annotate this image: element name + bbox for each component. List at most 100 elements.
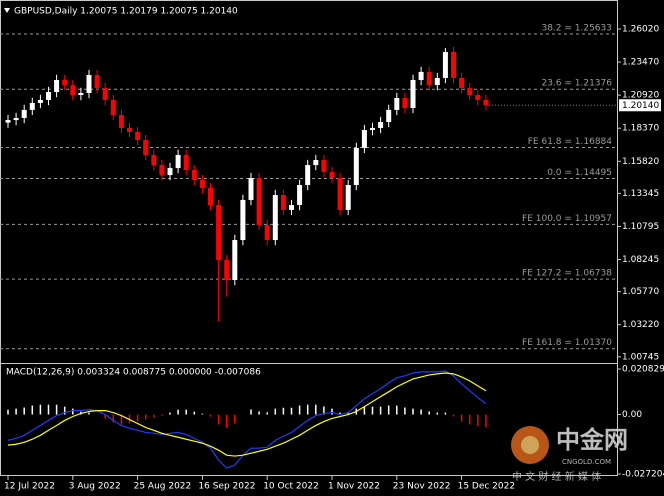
candle-body — [175, 154, 181, 169]
x-tick-label: 3 Aug 2022 — [69, 482, 121, 492]
watermark-name: 中金网 — [556, 426, 628, 454]
candle-body — [224, 260, 230, 280]
candle-body — [321, 160, 327, 172]
indicator-title: MACD(12,26,9) 0.003324 0.008775 0.000000… — [6, 368, 261, 378]
candle-body — [483, 99, 489, 106]
candle-body — [264, 224, 270, 241]
level-label: 38.2 = 1.25633 — [541, 24, 612, 34]
candle-body — [167, 168, 173, 176]
x-tick-label: 25 Aug 2022 — [134, 482, 192, 492]
level-label: FE 100.0 = 1.10957 — [522, 214, 612, 224]
candle-body — [94, 75, 100, 89]
indicator-line — [7, 370, 487, 469]
candle-body — [353, 147, 359, 186]
candle-body — [102, 88, 108, 100]
y-tick-label: 1.05770 — [622, 287, 659, 297]
candle-body — [475, 95, 481, 100]
candle-body — [451, 51, 456, 79]
candle-body — [361, 130, 367, 148]
candle-body — [434, 78, 440, 86]
y-tick-label: 1.10795 — [622, 222, 659, 232]
candle-body — [199, 179, 205, 189]
candle-body — [159, 165, 165, 176]
last-price-label: 1.20140 — [622, 101, 659, 111]
x-tick-label: 10 Oct 2022 — [263, 482, 319, 492]
candle-body — [370, 127, 375, 131]
candle-body — [426, 71, 432, 86]
indicator-y-tick-label: -0.027204 — [622, 470, 664, 480]
x-tick-label: 23 Nov 2022 — [393, 482, 451, 492]
candle-body — [297, 185, 303, 206]
candle-body — [329, 171, 335, 179]
candle-body — [110, 99, 116, 115]
candle-body — [86, 75, 92, 93]
y-tick-label: 1.13345 — [622, 189, 659, 199]
candle-body — [46, 92, 51, 100]
candle-body — [410, 79, 416, 108]
candle-body — [13, 117, 19, 121]
level-label: FE 127.2 = 1.06738 — [522, 269, 612, 279]
candle-body — [208, 188, 213, 206]
candle-body — [37, 99, 43, 103]
candle-body — [135, 131, 141, 141]
x-tick-label: 16 Sep 2022 — [198, 482, 255, 492]
indicator-y-tick-label: 0.020829 — [622, 365, 664, 375]
candle-body — [216, 205, 222, 261]
level-label: 23.6 = 1.21376 — [541, 79, 612, 89]
indicator-line — [7, 372, 487, 457]
candle-body — [240, 199, 246, 241]
candle-body — [305, 165, 311, 186]
candle-body — [280, 195, 286, 210]
x-tick-label: 15 Dec 2022 — [458, 482, 515, 492]
candle-body — [29, 102, 35, 110]
level-label: FE 61.8 = 1.16884 — [528, 137, 613, 147]
candle-body — [5, 120, 11, 123]
candle-body — [118, 114, 124, 128]
candle-body — [54, 79, 60, 93]
watermark-logo-inner — [521, 436, 539, 454]
candle-body — [151, 154, 157, 166]
candle-body — [256, 178, 262, 225]
candle-body — [248, 178, 254, 200]
y-tick-label: 1.03220 — [622, 320, 659, 330]
candle-body — [21, 109, 27, 118]
watermark-site: CNGOLD.COM — [562, 458, 611, 466]
candle-body — [232, 240, 238, 280]
candle-body — [459, 78, 465, 89]
candle-body — [402, 98, 408, 108]
candle-body — [62, 79, 68, 86]
symbol-icon — [4, 8, 10, 13]
y-tick-label: 1.15820 — [622, 157, 659, 167]
level-label: 0.0 = 1.14495 — [547, 168, 612, 178]
watermark: 中金网 CNGOLD.COM 中 文 财 经 新 媒 体 — [511, 426, 628, 483]
candle-body — [418, 71, 424, 80]
x-tick-label: 12 Jul 2022 — [4, 482, 55, 492]
candle-body — [78, 92, 84, 96]
chart-title: GBPUSD,Daily 1.20075 1.20179 1.20075 1.2… — [14, 7, 238, 17]
candle-body — [386, 109, 392, 122]
candle-body — [183, 154, 189, 170]
y-tick-label: 1.18370 — [622, 124, 659, 134]
candle-body — [191, 169, 197, 180]
candle-body — [127, 127, 132, 132]
candle-body — [345, 185, 351, 210]
candle-body — [337, 178, 343, 210]
y-tick-label: 1.00745 — [622, 352, 659, 362]
y-tick-label: 1.20920 — [622, 91, 659, 101]
x-tick-label: 1 Nov 2022 — [328, 482, 380, 492]
indicator-y-tick-label: 0.00 — [622, 410, 642, 420]
candle-body — [313, 160, 319, 166]
y-tick-label: 1.23470 — [622, 58, 659, 68]
level-label: FE 161.8 = 1.01370 — [522, 338, 612, 348]
candle-body — [289, 205, 294, 210]
candle-body — [272, 195, 278, 241]
plot-frame — [0, 0, 618, 476]
candle-body — [442, 51, 448, 79]
watermark-slogan: 中 文 财 经 新 媒 体 — [512, 470, 601, 483]
candle-body — [394, 98, 400, 110]
candle-body — [378, 121, 384, 128]
y-tick-label: 1.08245 — [622, 255, 659, 265]
